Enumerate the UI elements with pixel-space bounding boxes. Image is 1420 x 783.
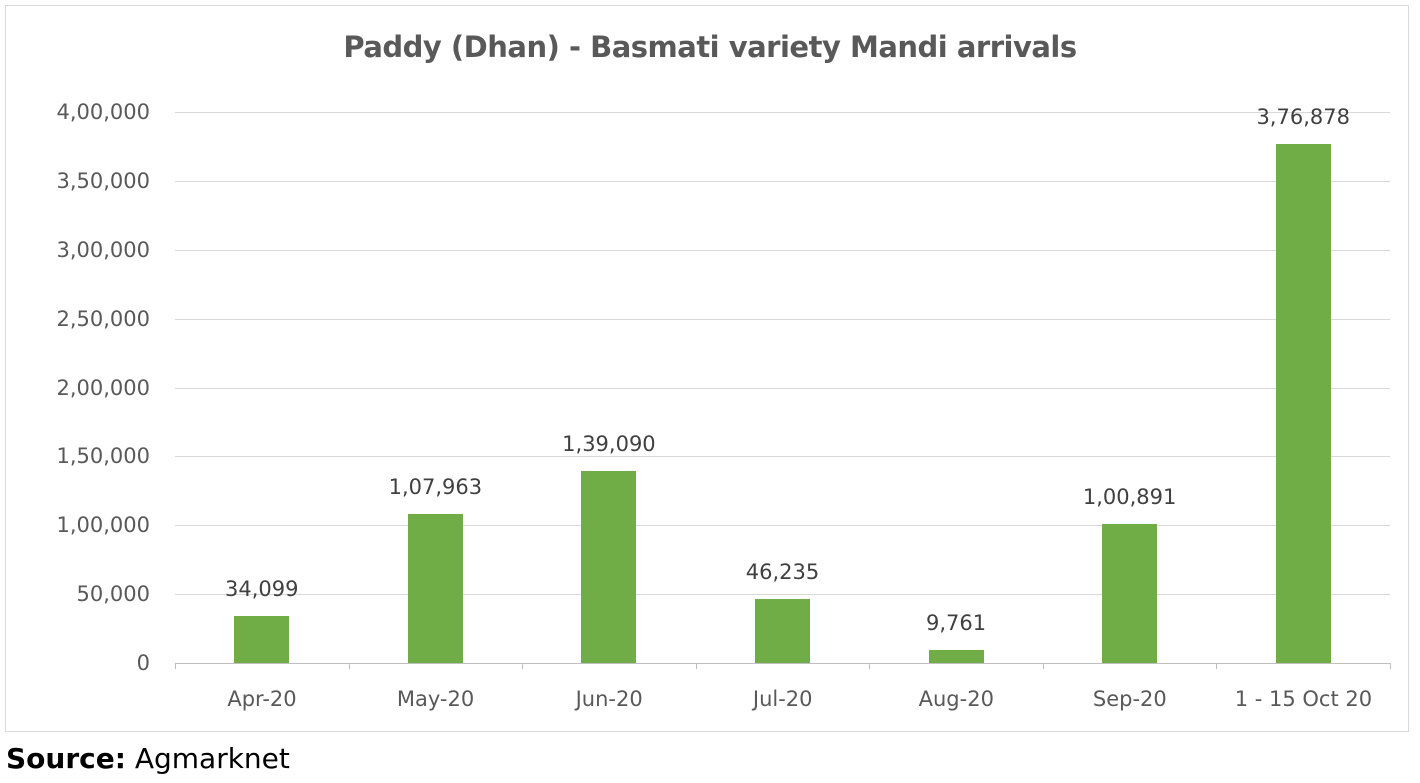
bar-may-20[interactable] bbox=[407, 514, 463, 663]
bar-jun-20[interactable] bbox=[581, 471, 637, 663]
x-tick-label: 1 - 15 Oct 20 bbox=[1234, 687, 1373, 711]
gridline bbox=[175, 318, 1390, 320]
x-tick-label: Jun-20 bbox=[575, 687, 643, 711]
gridline bbox=[175, 249, 1390, 251]
y-tick-label: 3,50,000 bbox=[56, 168, 150, 193]
data-label: 1,00,891 bbox=[1082, 485, 1177, 510]
y-tick-label: 1,50,000 bbox=[56, 444, 150, 469]
bar-aug-20[interactable] bbox=[928, 649, 984, 663]
x-tick-mark bbox=[1042, 663, 1044, 669]
data-label: 3,76,878 bbox=[1256, 104, 1350, 129]
x-tick-mark bbox=[1216, 663, 1218, 669]
x-tick-label: Apr-20 bbox=[227, 687, 297, 711]
source-label: Source: bbox=[6, 742, 126, 775]
data-label: 9,761 bbox=[926, 610, 987, 635]
x-tick-label: Sep-20 bbox=[1092, 687, 1167, 711]
x-axis-line bbox=[175, 663, 1390, 664]
y-tick-label: 0 bbox=[136, 651, 150, 675]
bar-jul-20[interactable] bbox=[755, 599, 810, 663]
x-tick-label: Jul-20 bbox=[752, 687, 813, 711]
y-tick-label: 1,00,000 bbox=[56, 513, 150, 538]
chart-frame bbox=[5, 5, 1409, 732]
bar-apr-20[interactable] bbox=[234, 616, 290, 663]
gridline bbox=[175, 387, 1390, 389]
source-value: Agmarknet bbox=[134, 742, 290, 775]
y-tick-label: 2,50,000 bbox=[56, 306, 150, 331]
x-tick-mark bbox=[522, 663, 524, 669]
gridline bbox=[175, 525, 1390, 527]
x-tick-mark bbox=[1390, 663, 1391, 669]
data-label: 1,39,090 bbox=[562, 432, 656, 457]
x-tick-mark bbox=[175, 663, 176, 669]
gridline bbox=[175, 594, 1390, 596]
y-tick-label: 4,00,000 bbox=[56, 100, 150, 124]
bar-1-15-oct-20[interactable] bbox=[1275, 143, 1331, 663]
gridline bbox=[175, 180, 1390, 182]
gridline bbox=[175, 112, 1390, 113]
x-tick-mark bbox=[348, 663, 350, 669]
y-tick-label: 2,00,000 bbox=[56, 375, 150, 400]
y-tick-label: 50,000 bbox=[76, 582, 150, 607]
data-label: 46,235 bbox=[745, 560, 820, 585]
source-note: Source: Agmarknet bbox=[6, 742, 290, 775]
y-tick-label: 3,00,000 bbox=[56, 237, 150, 262]
x-tick-mark bbox=[695, 663, 697, 669]
x-tick-mark bbox=[869, 663, 871, 669]
data-label: 1,07,963 bbox=[388, 475, 483, 500]
data-label: 34,099 bbox=[225, 577, 299, 602]
bar-sep-20[interactable] bbox=[1102, 524, 1158, 663]
chart-title: Paddy (Dhan) - Basmati variety Mandi arr… bbox=[343, 30, 1077, 64]
x-tick-label: Aug-20 bbox=[918, 687, 994, 711]
gridline bbox=[175, 456, 1390, 458]
x-tick-label: May-20 bbox=[396, 687, 475, 711]
